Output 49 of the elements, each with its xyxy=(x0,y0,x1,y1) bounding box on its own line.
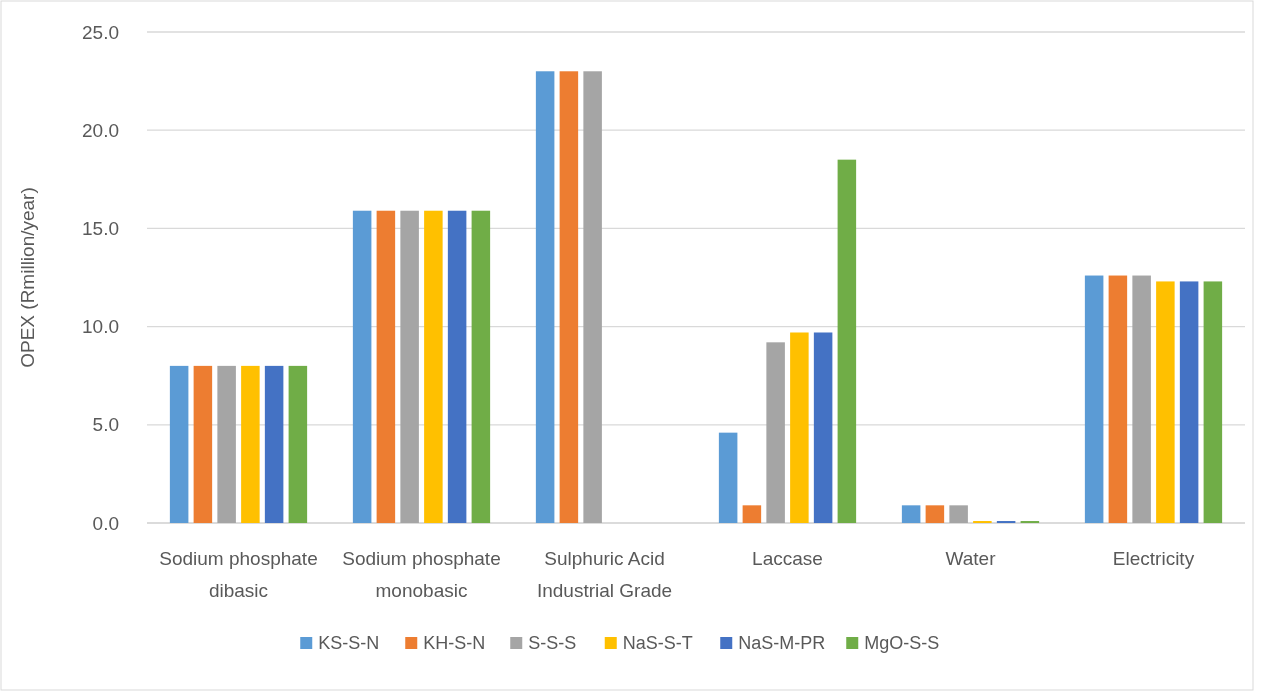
y-axis-title: OPEX (Rmillion/year) xyxy=(17,187,38,368)
bar xyxy=(1203,281,1223,523)
bar xyxy=(901,505,921,523)
bar xyxy=(583,71,602,523)
bar xyxy=(376,210,396,523)
bar xyxy=(1132,275,1151,523)
bar xyxy=(352,210,372,523)
x-tick-label: Laccase xyxy=(752,548,823,569)
x-tick-label: Sulphuric Acid Industrial Grade xyxy=(536,548,673,601)
y-tick-label: 0.0 xyxy=(92,512,119,534)
bar xyxy=(1108,275,1128,523)
bar xyxy=(288,365,308,523)
bar xyxy=(1156,281,1175,523)
bar xyxy=(471,210,491,523)
bar xyxy=(837,159,857,523)
bar xyxy=(193,365,213,523)
bar xyxy=(424,210,443,523)
legend-label: KH-S-N xyxy=(423,633,486,654)
bar xyxy=(264,365,284,523)
legend-label: S-S-S xyxy=(528,633,577,654)
legend-label: MgO-S-S xyxy=(864,633,940,654)
bar xyxy=(790,332,809,523)
bar xyxy=(400,210,419,523)
bar xyxy=(1179,281,1199,523)
y-tick-label: 25.0 xyxy=(82,21,119,43)
y-tick-label: 5.0 xyxy=(92,414,119,436)
bar xyxy=(949,505,968,523)
bar xyxy=(1084,275,1104,523)
bar xyxy=(718,432,738,523)
bar xyxy=(766,342,785,523)
bar xyxy=(925,505,945,523)
bar xyxy=(241,365,260,523)
y-tick-label: 15.0 xyxy=(82,218,119,240)
bar xyxy=(447,210,467,523)
bar xyxy=(169,365,189,523)
x-tick-label: Water xyxy=(945,548,997,569)
x-tick-label: Electricity xyxy=(1112,548,1195,569)
bar xyxy=(217,365,236,523)
y-tick-label: 10.0 xyxy=(82,316,119,338)
bar xyxy=(813,332,833,523)
legend-label: KS-S-N xyxy=(318,633,380,654)
x-tick-label: Sodium phosphate dibasic xyxy=(159,548,318,601)
y-tick-label: 20.0 xyxy=(82,119,119,141)
bar xyxy=(535,71,555,523)
legend-label: NaS-S-T xyxy=(622,633,693,654)
bar xyxy=(559,71,579,523)
x-tick-label: Sodium phosphate monobasic xyxy=(342,548,501,601)
bar xyxy=(742,505,762,523)
legend-label: NaS-M-PR xyxy=(738,633,826,654)
